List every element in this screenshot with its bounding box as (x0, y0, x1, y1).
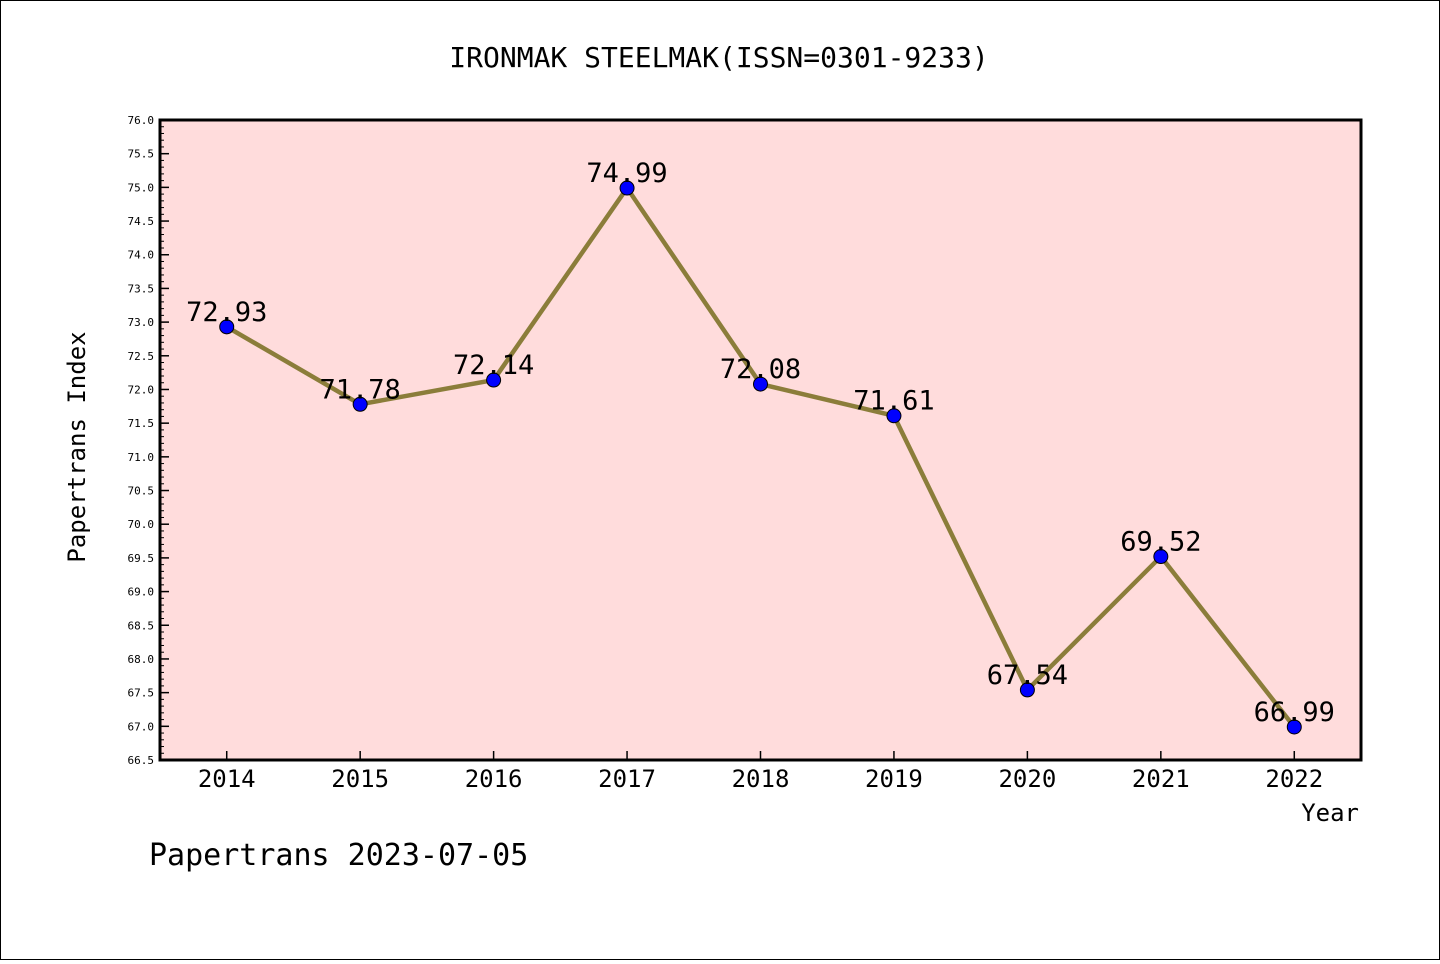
y-tick-label: 75.5 (128, 148, 155, 161)
data-label: 66.99 (1254, 697, 1335, 728)
data-label: 74.99 (586, 158, 667, 189)
y-tick-label: 74.0 (128, 249, 155, 262)
y-tick-label: 70.5 (128, 485, 155, 498)
y-tick-label: 71.5 (128, 417, 155, 430)
data-point (1286, 719, 1302, 735)
y-tick-label: 66.5 (128, 754, 155, 767)
x-tick-label: 2014 (198, 765, 256, 793)
x-tick-label: 2022 (1265, 765, 1323, 793)
data-point (219, 319, 235, 335)
data-label: 71.78 (320, 374, 401, 405)
data-point (1153, 549, 1169, 565)
x-tick-label: 2017 (598, 765, 656, 793)
y-tick-label: 72.0 (128, 383, 155, 396)
data-label: 69.52 (1120, 527, 1201, 558)
x-axis-label: Year (1301, 799, 1359, 827)
y-tick-label: 69.0 (128, 586, 155, 599)
data-point (753, 376, 768, 392)
data-label: 67.54 (987, 660, 1068, 691)
y-tick-label: 76.0 (128, 114, 155, 127)
x-tick-label: 2015 (331, 765, 389, 793)
x-tick-label: 2020 (998, 765, 1056, 793)
x-tick-label: 2021 (1132, 765, 1190, 793)
data-point (886, 408, 902, 424)
y-tick-label: 73.5 (128, 282, 155, 295)
series-markers (219, 180, 1302, 735)
footer-text: Papertrans 2023-07-05 (149, 838, 528, 873)
x-tick-label: 2019 (865, 765, 923, 793)
y-tick-label: 74.5 (128, 215, 155, 228)
chart-title: IRONMAK STEELMAK(ISSN=0301-9233) (449, 41, 988, 74)
data-label: 71.61 (853, 386, 934, 417)
y-tick-label: 72.5 (128, 350, 155, 363)
x-tick-label: 2018 (732, 765, 790, 793)
y-tick-label: 67.0 (128, 720, 155, 733)
data-labels: 72.93 71.78 72.14 74.99 72.08 71.61 67.54 69.52… (186, 158, 1335, 728)
y-tick-label: 68.0 (128, 653, 155, 666)
y-tick-label: 67.5 (128, 687, 155, 700)
y-axis-label: Papertrans Index (63, 331, 91, 562)
data-label: 72.14 (453, 350, 534, 381)
data-point (1019, 682, 1035, 698)
y-tick-label: 73.0 (128, 316, 155, 329)
y-axis: 66.5 67.0 67.5 68.0 68.5 69.0 69.5 70.0 70.5 71.0… (128, 114, 169, 767)
data-label: 72.93 (186, 297, 267, 328)
data-label: 72.08 (720, 354, 801, 385)
y-tick-label: 71.0 (128, 451, 155, 464)
y-tick-label: 68.5 (128, 619, 155, 632)
data-point (352, 396, 368, 412)
y-tick-label: 75.0 (128, 181, 155, 194)
x-tick-label: 2016 (465, 765, 523, 793)
data-point (486, 372, 502, 388)
data-point (619, 180, 635, 196)
y-tick-label: 69.5 (128, 552, 155, 565)
plot-area (158, 118, 1363, 762)
y-tick-label: 70.0 (128, 518, 155, 531)
x-axis: 2014 2015 2016 2017 2018 2019 2020 2021 2022 (198, 751, 1323, 793)
